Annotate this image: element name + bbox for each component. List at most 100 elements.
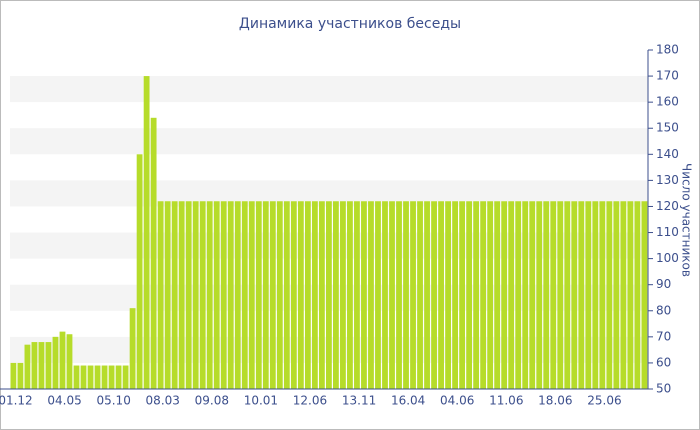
bar	[171, 201, 178, 389]
x-tick-label: 12.06	[293, 394, 327, 408]
bar	[304, 201, 311, 389]
bar	[459, 201, 466, 389]
bar	[38, 342, 45, 389]
bar	[501, 201, 508, 389]
y-tick-label: 120	[656, 199, 679, 213]
bar	[150, 117, 157, 390]
bar	[59, 331, 66, 389]
x-tick-label: 09.08	[195, 394, 229, 408]
bar	[564, 201, 571, 389]
bar	[87, 365, 94, 389]
bar	[101, 365, 108, 389]
bar	[529, 201, 536, 389]
bar	[585, 201, 592, 389]
bar	[466, 201, 473, 389]
y-tick-label: 110	[656, 225, 679, 239]
y-axis-title: Число участников	[680, 163, 694, 277]
bar	[382, 201, 388, 389]
bar	[613, 201, 620, 389]
bar	[431, 201, 437, 389]
bar	[143, 76, 150, 390]
bar	[255, 201, 262, 389]
bar	[557, 201, 564, 389]
bar	[227, 201, 234, 389]
x-tick-label: 05.10	[96, 394, 130, 408]
bar	[10, 362, 17, 389]
x-tick-label: 16.04	[391, 394, 425, 408]
y-tick-label: 170	[656, 69, 679, 83]
bar	[311, 201, 318, 389]
bar	[31, 342, 38, 389]
bar	[578, 201, 585, 389]
bar	[52, 336, 59, 389]
bar	[122, 365, 129, 389]
bar	[592, 201, 599, 389]
bar	[80, 365, 87, 389]
y-tick-label: 140	[656, 147, 679, 161]
bar	[333, 201, 339, 389]
chart-title: Динамика участников беседы	[239, 16, 461, 32]
bar	[248, 201, 255, 389]
bar	[24, 344, 31, 389]
bar	[340, 201, 346, 389]
bar	[129, 308, 136, 389]
bar	[17, 362, 24, 389]
grid-band	[10, 128, 648, 155]
bar	[375, 201, 381, 389]
bar	[606, 201, 613, 389]
bar	[290, 201, 297, 389]
bar	[136, 154, 143, 389]
bar	[445, 201, 451, 389]
bar	[536, 201, 543, 389]
bar	[157, 201, 164, 389]
bar	[396, 201, 402, 389]
bar	[620, 201, 627, 389]
bar	[192, 201, 199, 389]
x-tick-label: 18.06	[538, 394, 572, 408]
bar	[368, 201, 374, 389]
bar	[297, 201, 304, 389]
y-tick-label: 160	[656, 95, 679, 109]
bar	[241, 201, 248, 389]
bar	[234, 201, 241, 389]
bar	[66, 334, 73, 389]
bar	[487, 201, 494, 389]
bar	[206, 201, 213, 389]
x-tick-label: 13.11	[342, 394, 376, 408]
bar	[452, 201, 459, 389]
bar	[508, 201, 515, 389]
bar	[599, 201, 606, 389]
bar	[417, 201, 423, 389]
bar	[438, 201, 444, 389]
bar	[480, 201, 487, 389]
y-tick-label: 60	[656, 355, 671, 369]
x-tick-label: 08.03	[146, 394, 180, 408]
bar	[571, 201, 578, 389]
x-tick-label: 04.05	[47, 394, 81, 408]
bar	[403, 201, 409, 389]
bar	[641, 201, 648, 389]
y-tick-label: 50	[656, 382, 671, 396]
x-tick-label: 25.06	[587, 394, 621, 408]
bar	[550, 201, 557, 389]
grid-band	[10, 76, 648, 103]
bar	[45, 342, 52, 389]
x-tick-label: 04.06	[440, 394, 474, 408]
bar	[389, 201, 395, 389]
bar	[424, 201, 430, 389]
bar	[410, 201, 416, 389]
bar	[325, 201, 332, 389]
bar	[318, 201, 325, 389]
bar	[354, 201, 360, 389]
bar	[164, 201, 171, 389]
bar	[473, 201, 480, 389]
bar	[220, 201, 227, 389]
bar	[94, 365, 101, 389]
bar	[213, 201, 220, 389]
y-tick-label: 90	[656, 277, 671, 291]
bar	[515, 201, 522, 389]
y-tick-label: 130	[656, 173, 679, 187]
x-tick-label: 10.01	[244, 394, 278, 408]
bar	[269, 201, 276, 389]
